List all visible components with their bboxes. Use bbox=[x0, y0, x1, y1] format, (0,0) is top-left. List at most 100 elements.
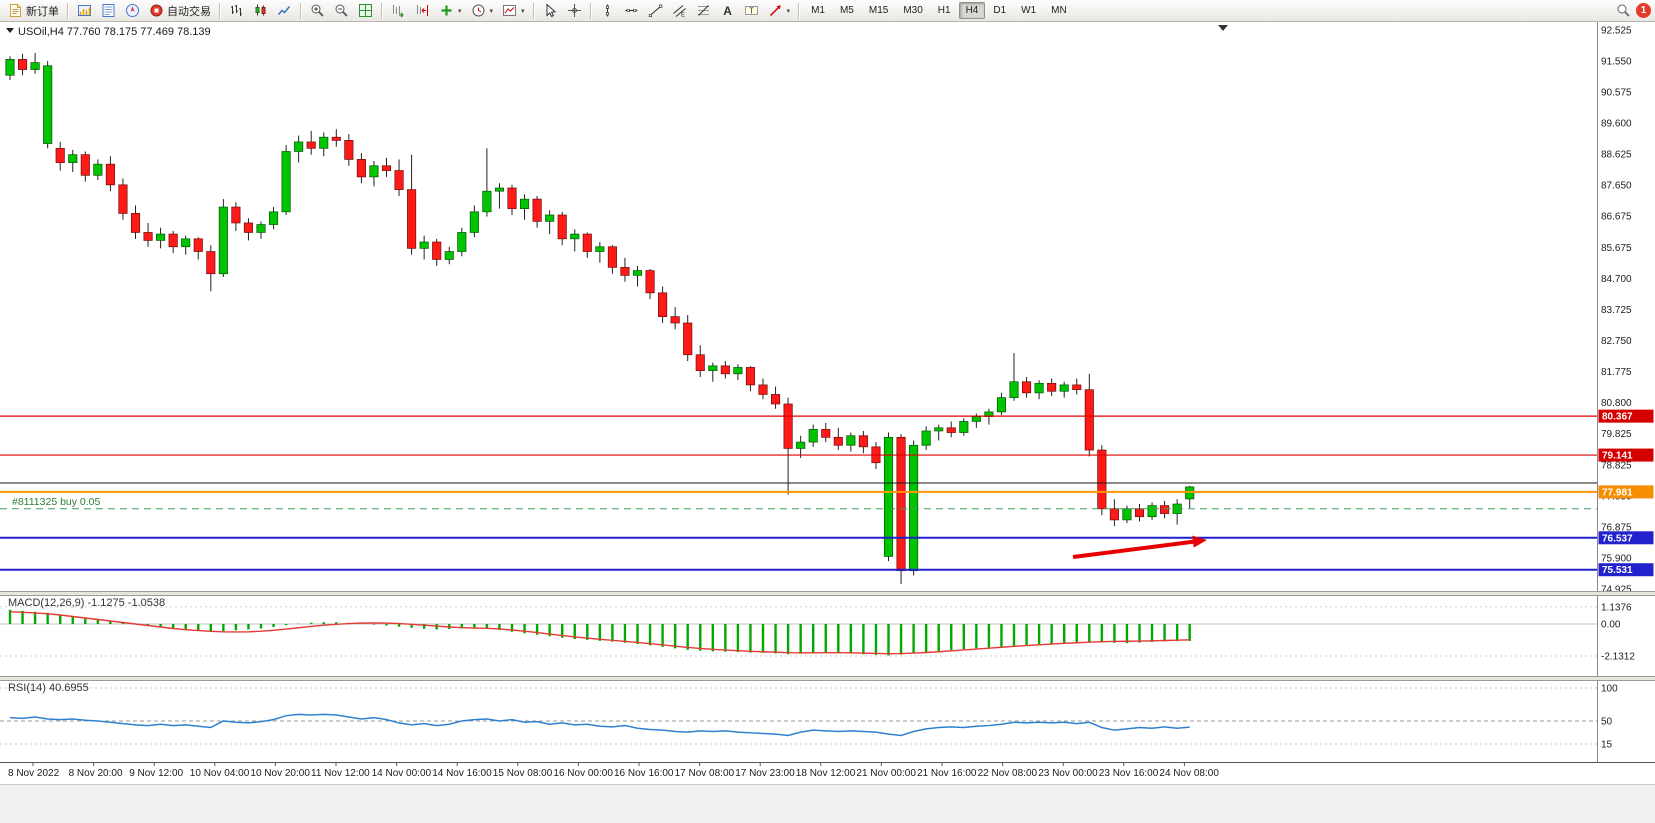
zoom-out-button[interactable] bbox=[330, 1, 353, 20]
market-watch-button[interactable] bbox=[73, 1, 96, 20]
candle-up bbox=[1185, 486, 1195, 500]
price-axis-label: 83.725 bbox=[1601, 305, 1632, 316]
tile-windows-button[interactable] bbox=[354, 1, 377, 20]
navigator-button[interactable] bbox=[121, 1, 144, 20]
timeframe-mn-button[interactable]: MN bbox=[1044, 2, 1074, 19]
candle-down bbox=[670, 316, 680, 324]
auto-trading-icon bbox=[149, 3, 164, 18]
arrows-button[interactable]: ▾ bbox=[764, 1, 795, 20]
navigator-icon bbox=[125, 3, 140, 18]
crosshair-icon bbox=[567, 3, 582, 18]
trendline-button[interactable] bbox=[644, 1, 667, 20]
candle-up bbox=[846, 435, 856, 446]
toolbar-separator bbox=[532, 2, 535, 19]
time-axis-label: 14 Nov 00:00 bbox=[372, 768, 432, 779]
tile-icon bbox=[358, 3, 373, 18]
timeframe-h1-button[interactable]: H1 bbox=[931, 2, 958, 19]
crosshair-button[interactable] bbox=[563, 1, 586, 20]
dropdown-arrow-icon: ▾ bbox=[489, 7, 494, 15]
horizontal-line-button[interactable] bbox=[620, 1, 643, 20]
candle-down bbox=[607, 246, 617, 268]
candle-down bbox=[532, 198, 542, 222]
auto-scroll-button[interactable] bbox=[387, 1, 410, 20]
candle-down bbox=[582, 233, 592, 252]
chart-scroll-marker[interactable] bbox=[1218, 25, 1228, 31]
new-order-button[interactable]: 新订单 bbox=[4, 1, 63, 20]
candle-up bbox=[5, 59, 15, 76]
equidistant-channel-button[interactable]: E bbox=[668, 1, 691, 20]
timeframe-m5-button[interactable]: M5 bbox=[833, 2, 861, 19]
candle-down bbox=[243, 222, 253, 233]
text-icon: A bbox=[720, 3, 735, 18]
auto-trading-button[interactable]: 自动交易 bbox=[145, 1, 215, 20]
candle-down bbox=[620, 267, 630, 276]
timeframe-m15-button[interactable]: M15 bbox=[862, 2, 895, 19]
candle-down bbox=[896, 436, 906, 572]
candle-down bbox=[720, 365, 730, 375]
candle-down bbox=[1134, 508, 1145, 518]
timeframe-m1-button[interactable]: M1 bbox=[804, 2, 832, 19]
price-axis-label: 74.925 bbox=[1601, 584, 1632, 595]
candle-down bbox=[231, 206, 241, 224]
notification-badge[interactable]: 1 bbox=[1636, 3, 1651, 18]
candle-up bbox=[959, 421, 969, 433]
price-tag-label: 76.537 bbox=[1602, 533, 1633, 544]
fibonacci-button[interactable] bbox=[692, 1, 715, 20]
toolbar: 新订单 自动交易 ▾ ▾ ▾ E A T ▾ M1 M5 M15 M30 H1 H4 D1 W1 MN 1 bbox=[0, 0, 1655, 22]
chart-shift-button[interactable] bbox=[411, 1, 434, 20]
template-icon bbox=[502, 3, 517, 18]
auto-trading-button-label: 自动交易 bbox=[167, 5, 211, 18]
one-click-trading-arrow[interactable] bbox=[6, 28, 14, 33]
vertical-line-button[interactable] bbox=[596, 1, 619, 20]
candle-up bbox=[156, 233, 166, 241]
search-button[interactable] bbox=[1612, 1, 1635, 20]
time-axis[interactable]: 8 Nov 2022 8 Nov 20:00 9 Nov 12:00 10 Nov 0… bbox=[8, 763, 1219, 779]
candle-down bbox=[1084, 389, 1094, 451]
data-window-button[interactable] bbox=[97, 1, 120, 20]
rsi-axis-label: 15 bbox=[1601, 740, 1613, 751]
time-axis-label: 18 Nov 12:00 bbox=[796, 768, 856, 779]
candlestick-chart-button[interactable] bbox=[249, 1, 272, 20]
zoom-in-button[interactable] bbox=[306, 1, 329, 20]
timeframe-w1-button[interactable]: W1 bbox=[1014, 2, 1043, 19]
candle-up bbox=[921, 430, 931, 446]
bar-chart-button[interactable] bbox=[225, 1, 248, 20]
time-axis-label: 14 Nov 16:00 bbox=[432, 768, 492, 779]
text-label-button[interactable]: T bbox=[740, 1, 763, 20]
indicators-button[interactable]: ▾ bbox=[435, 1, 466, 20]
time-axis-label: 11 Nov 12:00 bbox=[311, 768, 370, 779]
candle-down bbox=[432, 241, 442, 260]
timeframe-h4-button[interactable]: H4 bbox=[958, 2, 986, 19]
data-window-icon bbox=[101, 3, 116, 18]
candle-down bbox=[331, 136, 341, 141]
time-axis-label: 22 Nov 08:00 bbox=[978, 768, 1038, 779]
candle-down bbox=[356, 159, 366, 178]
candle-chart-icon bbox=[253, 3, 268, 18]
line-chart-button[interactable] bbox=[273, 1, 296, 20]
candle-up bbox=[281, 151, 291, 213]
candle-down bbox=[683, 322, 693, 356]
templates-button[interactable]: ▾ bbox=[498, 1, 529, 20]
annotation-arrow[interactable] bbox=[1072, 535, 1207, 559]
panel-separator-bar[interactable] bbox=[0, 592, 1655, 596]
text-button[interactable]: A bbox=[716, 1, 739, 20]
candle-down bbox=[783, 403, 793, 449]
candle-up bbox=[256, 224, 266, 233]
candle-down bbox=[344, 140, 354, 160]
periods-button[interactable]: ▾ bbox=[467, 1, 498, 20]
market-watch-icon bbox=[77, 3, 92, 18]
candle-up bbox=[570, 233, 580, 240]
timeframe-m30-button[interactable]: M30 bbox=[896, 2, 929, 19]
symbol-ohlc-label: USOil,H4 77.760 78.175 77.469 78.139 bbox=[18, 26, 211, 38]
chart-shift-icon bbox=[415, 3, 430, 18]
candle-down bbox=[557, 214, 567, 240]
panel-separator-bar[interactable] bbox=[0, 677, 1655, 681]
macd-axis-label: 1.1376 bbox=[1601, 602, 1632, 613]
candle-down bbox=[206, 251, 216, 275]
cursor-button[interactable] bbox=[539, 1, 562, 20]
candle-down bbox=[821, 429, 831, 438]
timeframe-d1-button[interactable]: D1 bbox=[986, 2, 1013, 19]
candle-down bbox=[946, 427, 956, 433]
time-axis-label: 24 Nov 08:00 bbox=[1159, 768, 1219, 779]
